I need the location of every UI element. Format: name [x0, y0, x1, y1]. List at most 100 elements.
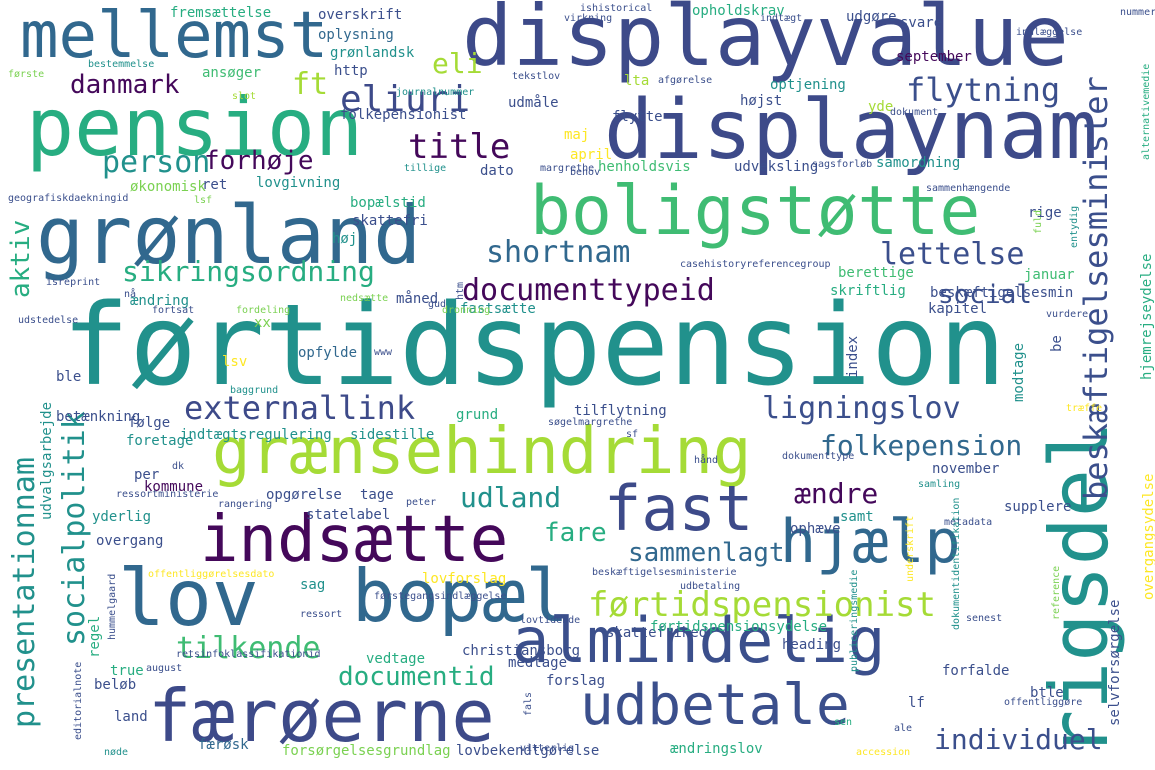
cloud-word: eliuri [340, 79, 471, 120]
cloud-word: lov [118, 554, 259, 644]
cloud-word: mellemst [20, 0, 329, 73]
cloud-word: indtægt [760, 13, 803, 24]
cloud-word: august [146, 663, 183, 674]
cloud-word: bestemmelse [88, 59, 155, 70]
cloud-word: displaynam [604, 83, 1098, 178]
cloud-word: indsætte [200, 503, 509, 577]
cloud-word: lsf [194, 195, 213, 206]
cloud-word: fremsættelse [170, 5, 272, 21]
cloud-word: boligstøtte [530, 172, 981, 251]
cloud-word: dronning [442, 305, 491, 316]
cloud-word: vedtage [366, 651, 426, 667]
cloud-word: optjening [770, 77, 846, 93]
cloud-word: person [102, 145, 211, 180]
cloud-word: isreprint [46, 277, 101, 288]
cloud-word: træffe [1066, 403, 1103, 414]
cloud-word: ansøger [202, 65, 262, 81]
cloud-word: sidestille [350, 427, 435, 443]
cloud-word: tage [360, 487, 394, 503]
cloud-word: forhøje [204, 146, 314, 176]
cloud-word: fastsætte [460, 301, 536, 317]
cloud-word: ligningslov [762, 391, 961, 426]
cloud-word: xx [254, 315, 271, 331]
cloud-word: modtage [1011, 342, 1027, 402]
cloud-word: rige [1028, 205, 1062, 221]
cloud-word: statelabel [306, 507, 391, 523]
cloud-word: ble [56, 369, 82, 385]
cloud-word: htm [455, 281, 466, 300]
cloud-word: displayvalue [462, 0, 1069, 85]
cloud-word: januar [1024, 267, 1075, 283]
cloud-word: kommune [144, 479, 204, 495]
cloud-word: reference [1051, 565, 1062, 620]
cloud-word: skriftlig [830, 283, 906, 299]
cloud-word: supplere [1004, 499, 1072, 515]
cloud-word: fals [523, 691, 534, 716]
cloud-word: lovgivning [256, 175, 341, 191]
cloud-word: indtægtsregulering [180, 427, 332, 443]
cloud-word: udbetaling [680, 581, 741, 592]
cloud-word: margrethe [540, 163, 595, 174]
cloud-word: beløb [94, 677, 137, 693]
cloud-word: geografiskdaekningid [8, 193, 129, 204]
cloud-word: beskæftigelsesminister [1077, 76, 1115, 500]
cloud-word: ressort [300, 609, 343, 620]
cloud-word: underskrift [905, 515, 916, 582]
cloud-word: fordeling [236, 305, 291, 316]
cloud-word: opholdskrav [692, 3, 785, 19]
cloud-word: dk [172, 461, 185, 472]
cloud-word: hjælp [780, 507, 961, 577]
cloud-word: editorialnote [73, 661, 84, 740]
cloud-word: beskæftigelsesmin [930, 285, 1074, 301]
cloud-word: skattefri [352, 213, 428, 229]
cloud-word: regel [87, 615, 103, 658]
cloud-word: grænsehindring [212, 415, 752, 489]
cloud-word: overgangsydelse [1141, 473, 1155, 600]
cloud-word: lovforslag [422, 571, 507, 587]
cloud-word: berettige [838, 265, 914, 281]
cloud-word: færøsk [198, 737, 249, 753]
cloud-word: gud [428, 299, 447, 310]
cloud-word: forsørgelsesgrundlag [282, 743, 451, 759]
cloud-word: www [374, 347, 393, 358]
cloud-word: udgøre [846, 9, 897, 25]
cloud-word: overskrift [318, 7, 403, 23]
cloud-word: metadata [944, 517, 993, 528]
cloud-word: fast [604, 472, 754, 545]
cloud-word: flytning [906, 71, 1061, 109]
cloud-word: externallink [184, 389, 416, 427]
cloud-word: udvalgsarbejde [39, 401, 55, 520]
cloud-word: eli [432, 47, 483, 80]
cloud-word: samt [840, 509, 874, 525]
cloud-word: henholdsvis [598, 159, 691, 175]
cloud-word: presentationnam [7, 457, 42, 728]
cloud-word: journalnummer [396, 87, 475, 98]
cloud-word: vurdere [1046, 309, 1089, 320]
cloud-word: rangering [218, 499, 273, 510]
cloud-word: shortnam [486, 235, 631, 270]
cloud-word: tilflytning [574, 403, 667, 419]
cloud-word: sammenlagt [628, 538, 785, 568]
cloud-word: udmåle [508, 95, 559, 111]
cloud-word: ft [292, 67, 329, 102]
cloud-word: sag [300, 577, 326, 593]
cloud-word: lsv [222, 354, 248, 370]
cloud-word: afgørelse [658, 75, 713, 86]
cloud-word: sammenhængende [926, 183, 1011, 194]
cloud-word: almindelig [512, 604, 886, 677]
cloud-word: medtage [508, 655, 568, 671]
cloud-word: ændringslov [670, 741, 763, 757]
cloud-word: høj [332, 231, 358, 247]
cloud-word: senest [966, 613, 1003, 624]
cloud-word: lta [624, 73, 650, 89]
cloud-word: ændring [130, 293, 190, 309]
cloud-word: nummer [1120, 7, 1155, 18]
cloud-word: oplysning [318, 27, 394, 43]
cloud-word: offentliggøre [1004, 697, 1083, 708]
cloud-word: foretage [126, 433, 194, 449]
cloud-word: betænkning [56, 409, 141, 425]
cloud-word: tilkende [176, 631, 321, 666]
cloud-word: måned [396, 291, 439, 307]
cloud-word: dato [480, 163, 514, 179]
